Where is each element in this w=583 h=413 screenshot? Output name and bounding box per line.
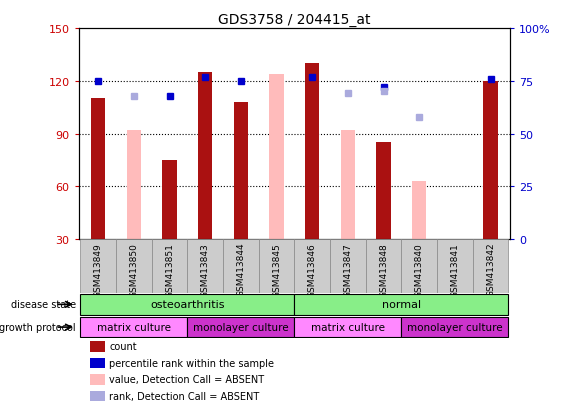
Text: GSM413842: GSM413842 (486, 242, 495, 297)
Bar (234, 103, 248, 240)
Bar (330, 240, 366, 293)
Text: value, Detection Call = ABSENT: value, Detection Call = ABSENT (109, 375, 264, 385)
Text: monolayer culture: monolayer culture (407, 322, 503, 332)
Bar (80, 240, 116, 293)
Text: GSM413849: GSM413849 (94, 242, 103, 297)
Bar (294, 317, 401, 337)
Text: GSM413844: GSM413844 (237, 242, 245, 297)
Bar (437, 240, 473, 293)
Bar (341, 131, 355, 240)
Text: matrix culture: matrix culture (311, 322, 385, 332)
Bar (116, 240, 152, 293)
Bar (223, 240, 259, 293)
Bar (294, 294, 508, 315)
Text: matrix culture: matrix culture (97, 322, 171, 332)
Bar (152, 240, 188, 293)
Text: GSM413848: GSM413848 (379, 242, 388, 297)
Text: GSM413846: GSM413846 (308, 242, 317, 297)
Bar (473, 240, 508, 293)
Title: GDS3758 / 204415_at: GDS3758 / 204415_at (218, 12, 371, 26)
Text: GSM413845: GSM413845 (272, 242, 281, 297)
Text: disease state: disease state (10, 299, 76, 310)
Bar (366, 240, 401, 293)
Bar (188, 317, 294, 337)
Bar (80, 294, 294, 315)
Bar (198, 73, 212, 240)
Text: rank, Detection Call = ABSENT: rank, Detection Call = ABSENT (109, 391, 259, 401)
Bar (412, 182, 426, 240)
Text: GSM413841: GSM413841 (450, 242, 459, 297)
Text: GSM413840: GSM413840 (415, 242, 424, 297)
Bar (80, 317, 188, 337)
Text: percentile rank within the sample: percentile rank within the sample (109, 358, 274, 368)
Bar (294, 240, 330, 293)
Bar (483, 82, 498, 240)
Bar (448, 240, 462, 283)
Bar (259, 240, 294, 293)
Text: normal: normal (382, 299, 421, 310)
Text: count: count (109, 342, 136, 351)
Text: GSM413843: GSM413843 (201, 242, 210, 297)
Bar (377, 143, 391, 240)
Bar (305, 64, 319, 240)
Bar (401, 240, 437, 293)
Text: GSM413851: GSM413851 (165, 242, 174, 297)
Bar (91, 99, 106, 240)
Bar (127, 131, 141, 240)
Bar (188, 240, 223, 293)
Text: GSM413850: GSM413850 (129, 242, 139, 297)
Bar (163, 161, 177, 240)
Text: GSM413847: GSM413847 (343, 242, 352, 297)
Bar (401, 317, 508, 337)
Text: monolayer culture: monolayer culture (193, 322, 289, 332)
Text: osteoarthritis: osteoarthritis (150, 299, 224, 310)
Text: growth protocol: growth protocol (0, 322, 76, 332)
Bar (269, 75, 284, 240)
